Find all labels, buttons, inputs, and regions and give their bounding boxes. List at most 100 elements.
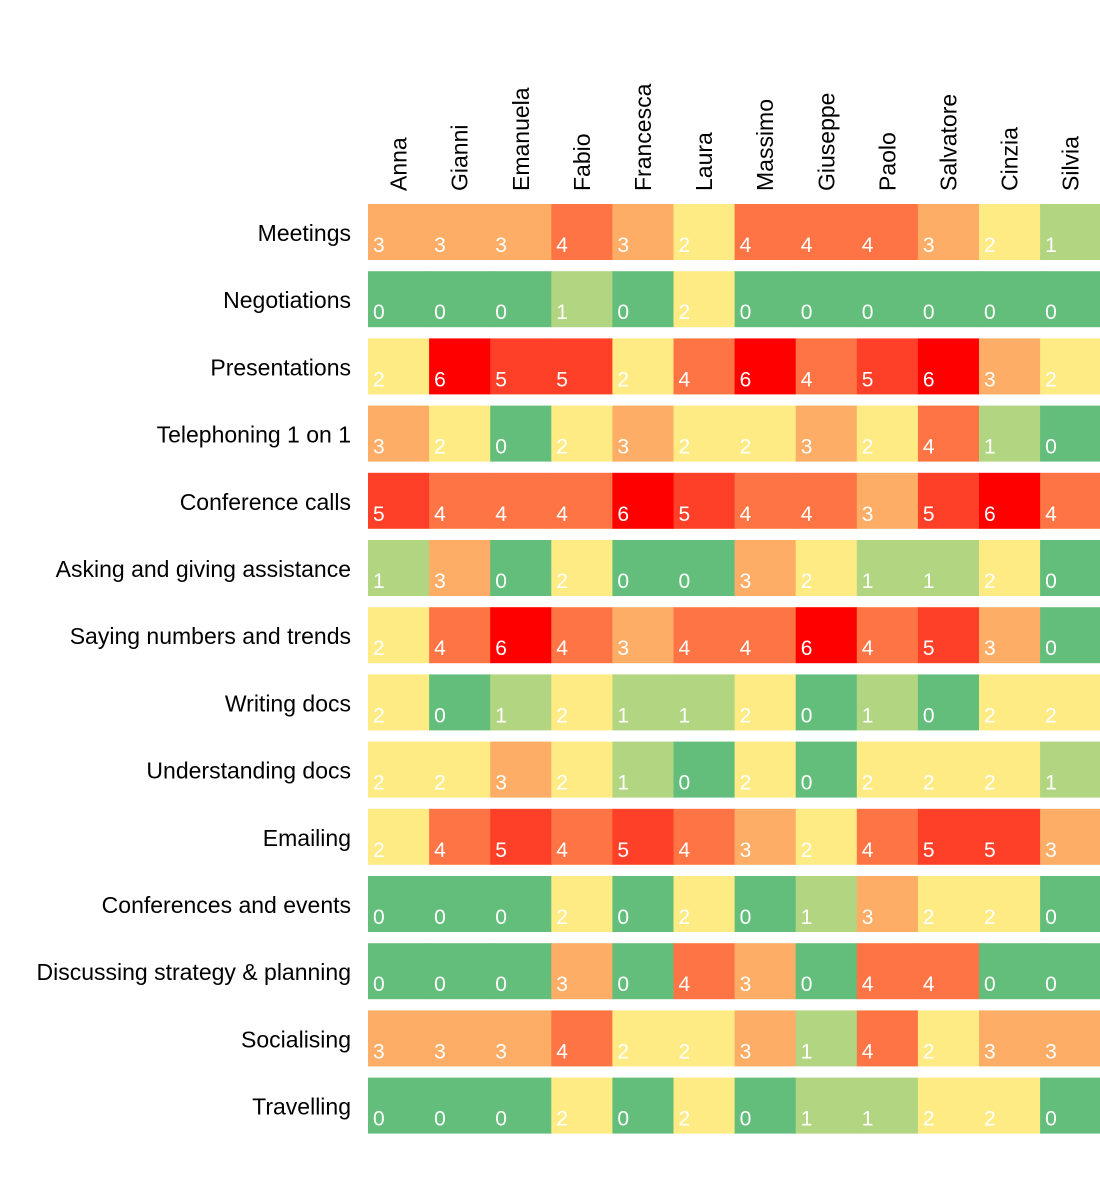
heatmap-cell (795, 674, 858, 731)
cell-value-label: 0 (984, 301, 996, 324)
heatmap-cell (551, 271, 613, 328)
cell-value-label: 4 (556, 234, 568, 257)
cell-value-label: 2 (984, 234, 996, 257)
heatmap-cell (429, 741, 491, 798)
heatmap-cell (429, 943, 491, 1000)
heatmap-cell (673, 607, 736, 664)
cell-value-label: 4 (495, 503, 507, 526)
heatmap-cell (734, 338, 797, 395)
cell-value-label: 4 (862, 973, 874, 996)
heatmap-cells: 3 3 3 4 3 2 4 4 4 3 2 1 0 0 0 1 0 2 0 0 0 0 0 0 2 6 5 5 2 4 6 4 5 6 3 2 3 2 0 2… (368, 204, 1100, 1134)
row-label-writing-docs: Writing docs (225, 690, 351, 716)
heatmap-cell (795, 204, 858, 260)
cell-value-label: 4 (679, 973, 691, 996)
row-label-conferences-and-events: Conferences and events (102, 892, 351, 918)
heatmap-cell (368, 1010, 430, 1067)
column-label-laura: Laura (691, 132, 717, 191)
heatmap-cell (429, 472, 491, 529)
cell-value-label: 1 (862, 1108, 874, 1131)
heatmap-cell (795, 741, 858, 798)
heatmap-cell (734, 204, 797, 260)
cell-value-label: 3 (617, 637, 629, 660)
cell-value-label: 5 (679, 503, 691, 526)
cell-value-label: 2 (923, 772, 935, 795)
cell-value-label: 1 (801, 1040, 813, 1063)
cell-value-label: 1 (1045, 772, 1057, 795)
heatmap-cell (856, 405, 919, 462)
row-label-asking-and-giving-assistance: Asking and giving assistance (56, 556, 351, 582)
cell-value-label: 2 (679, 1108, 691, 1131)
heatmap-cell (979, 741, 1041, 798)
column-label-paolo: Paolo (874, 132, 900, 191)
heatmap-cell (490, 540, 552, 596)
heatmap-cell (429, 876, 491, 932)
heatmap-cell (612, 808, 675, 865)
cell-value-label: 0 (373, 906, 385, 929)
column-label-gianni: Gianni (447, 125, 473, 191)
column-label-salvatore: Salvatore (935, 94, 961, 191)
heatmap-cell (1040, 1010, 1100, 1067)
cell-value-label: 4 (556, 503, 568, 526)
cell-value-label: 0 (617, 301, 629, 324)
heatmap-cell (551, 405, 613, 462)
cell-value-label: 4 (862, 1040, 874, 1063)
heatmap-cell (490, 204, 552, 260)
heatmap-cell (551, 607, 613, 664)
heatmap-cell (734, 943, 797, 1000)
heatmap-cell (979, 472, 1041, 529)
heatmap-cell (612, 338, 675, 395)
heatmap-cell (1040, 943, 1100, 1000)
cell-value-label: 0 (679, 772, 691, 795)
cell-value-label: 0 (801, 772, 813, 795)
heatmap-cell (979, 338, 1041, 395)
heatmap-cell (917, 204, 980, 260)
heatmap-cell (917, 1077, 980, 1134)
cell-value-label: 3 (740, 973, 752, 996)
heatmap-cell (612, 472, 675, 529)
cell-value-label: 0 (801, 973, 813, 996)
cell-value-label: 1 (801, 1108, 813, 1131)
heatmap-cell (551, 338, 613, 395)
heatmap-cell (917, 943, 980, 1000)
heatmap-cell (856, 540, 919, 596)
cell-value-label: 0 (1045, 301, 1057, 324)
heatmap-cell (1040, 472, 1100, 529)
cell-value-label: 2 (373, 368, 385, 391)
heatmap-cell (612, 607, 675, 664)
heatmap-cell (490, 674, 552, 731)
heatmap-cell (429, 405, 491, 462)
cell-value-label: 3 (434, 1040, 446, 1063)
cell-value-label: 0 (495, 1108, 507, 1131)
cell-value-label: 2 (1045, 368, 1057, 391)
heatmap-cell (551, 943, 613, 1000)
cell-value-label: 2 (862, 772, 874, 795)
heatmap-cell (368, 943, 430, 1000)
heatmap-cell (612, 943, 675, 1000)
cell-value-label: 2 (740, 704, 752, 727)
cell-value-label: 2 (984, 906, 996, 929)
heatmap-cell (673, 271, 736, 328)
heatmap-cell (795, 943, 858, 1000)
heatmap-cell (856, 472, 919, 529)
heatmap-cell (490, 876, 552, 932)
heatmap-cell (917, 271, 980, 328)
cell-value-label: 0 (434, 906, 446, 929)
cell-value-label: 2 (923, 1108, 935, 1131)
heatmap-cell (979, 405, 1041, 462)
cell-value-label: 4 (862, 637, 874, 660)
column-label-emanuela: Emanuela (508, 87, 534, 191)
cell-value-label: 3 (617, 436, 629, 459)
cell-value-label: 4 (556, 1040, 568, 1063)
cell-value-label: 4 (679, 839, 691, 862)
cell-value-label: 5 (923, 839, 935, 862)
heatmap-cell (1040, 204, 1100, 260)
cell-value-label: 2 (984, 570, 996, 593)
heatmap-cell (490, 271, 552, 328)
cell-value-label: 4 (862, 234, 874, 257)
heatmap-cell (368, 338, 430, 395)
cell-value-label: 0 (1045, 436, 1057, 459)
heatmap-cell (673, 338, 736, 395)
cell-value-label: 2 (556, 1108, 568, 1131)
cell-value-label: 2 (556, 772, 568, 795)
cell-value-label: 4 (679, 368, 691, 391)
